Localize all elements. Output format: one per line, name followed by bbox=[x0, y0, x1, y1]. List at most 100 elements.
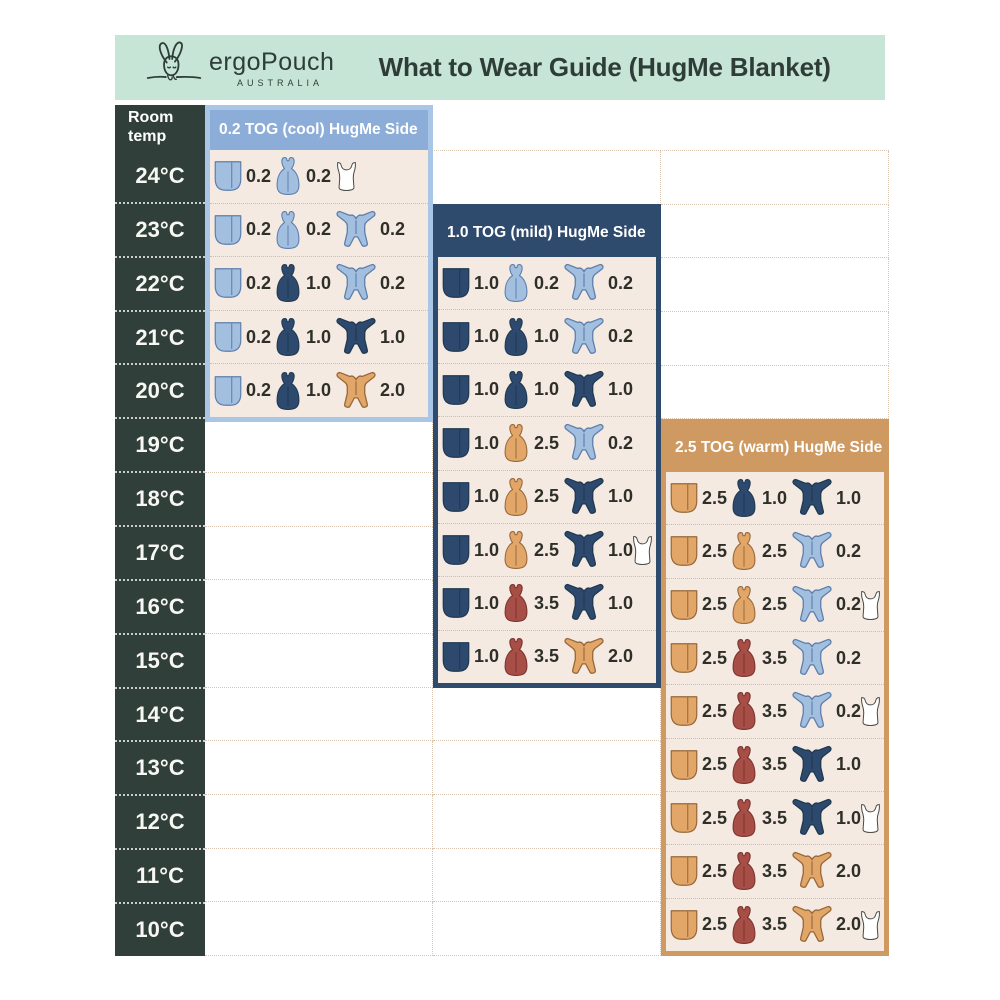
guide-row: 2.5 2.5 0.2 bbox=[666, 524, 884, 577]
tog-value: 0.2 bbox=[836, 700, 862, 721]
brand-text: ergoPouch AUSTRALIA bbox=[209, 48, 334, 88]
tog-value: 2.5 bbox=[702, 807, 728, 828]
blanket-item: 0.2 bbox=[213, 321, 273, 353]
tog-value: 2.5 bbox=[702, 487, 728, 508]
onesie-icon bbox=[564, 370, 604, 407]
grid-cell bbox=[205, 848, 433, 903]
tog-value: 1.0 bbox=[306, 272, 332, 293]
sleepbag-item: 3.5 bbox=[729, 847, 791, 895]
onesie-item: 1.0 bbox=[563, 582, 633, 624]
sleep-bag-icon bbox=[732, 799, 756, 838]
sleep-bag-icon bbox=[504, 477, 528, 516]
tog-value: 0.2 bbox=[534, 272, 560, 293]
temp-rows: 24°C 23°C 22°C 21°C 20°C 19°C 18°C 17°C 16°C 15°C… bbox=[115, 150, 205, 956]
sleepbag-item: 3.5 bbox=[729, 634, 791, 682]
sleepbag-item: 1.0 bbox=[273, 259, 335, 307]
temp-label: 16°C bbox=[115, 578, 205, 633]
tog-value: 1.0 bbox=[474, 486, 500, 507]
sleep-bag-icon bbox=[732, 639, 756, 678]
sleep-bag-icon bbox=[504, 317, 528, 356]
onesie-icon bbox=[564, 531, 604, 567]
singlet-icon bbox=[861, 910, 880, 940]
tog-value: 2.5 bbox=[702, 540, 728, 561]
singlet-icon bbox=[861, 697, 880, 727]
sleepbag-item: 1.0 bbox=[501, 366, 563, 414]
sleep-bag-icon bbox=[276, 210, 300, 249]
guide-row: 0.2 0.2 0.2 bbox=[210, 202, 428, 257]
tog-value: 1.0 bbox=[474, 272, 500, 293]
tog-value: 0.2 bbox=[246, 380, 272, 401]
sleep-bag-icon bbox=[276, 264, 300, 303]
bunny-logo-icon bbox=[146, 41, 202, 80]
grid-cell bbox=[433, 151, 661, 205]
brand-logo: ergoPouch AUSTRALIA bbox=[115, 40, 334, 96]
blanket-icon bbox=[670, 643, 698, 673]
sleepbag-item: 1.0 bbox=[729, 474, 791, 522]
tog-value: 0.2 bbox=[246, 326, 272, 347]
sleepbag-item: 3.5 bbox=[729, 901, 791, 949]
tog-value: 3.5 bbox=[762, 860, 788, 881]
sleep-bag-icon bbox=[504, 584, 528, 623]
grid-cell bbox=[661, 312, 889, 366]
onesie-icon bbox=[792, 639, 832, 676]
blanket-item: 1.0 bbox=[441, 641, 501, 673]
grid-cell bbox=[205, 419, 433, 473]
singlet-icon bbox=[861, 804, 880, 834]
grid-cell bbox=[433, 848, 661, 903]
temp-label: 22°C bbox=[115, 255, 205, 310]
blanket-icon bbox=[442, 268, 470, 299]
temp-label: 19°C bbox=[115, 417, 205, 471]
sleepbag-item: 3.5 bbox=[729, 687, 791, 735]
tog-value: 0.2 bbox=[836, 594, 862, 615]
tog-value: 2.5 bbox=[702, 860, 728, 881]
tog-value: 1.0 bbox=[474, 432, 500, 453]
blanket-item: 0.2 bbox=[213, 375, 273, 407]
guide-row: 0.2 1.0 2.0 bbox=[210, 363, 428, 417]
tog-value: 2.5 bbox=[702, 594, 728, 615]
onesie-icon bbox=[792, 585, 832, 622]
guide-row: 1.0 3.5 2.0 bbox=[438, 629, 656, 683]
sleep-bag-icon bbox=[732, 745, 756, 784]
onesie-icon bbox=[792, 479, 832, 516]
tog-value: 1.0 bbox=[306, 326, 332, 347]
blanket-icon bbox=[670, 909, 698, 940]
blanket-icon bbox=[670, 589, 698, 620]
sleepbag-item: 1.0 bbox=[273, 367, 335, 415]
singlet-icon bbox=[861, 590, 880, 620]
tog-value: 0.2 bbox=[836, 647, 862, 668]
sleep-bag-icon bbox=[504, 370, 528, 409]
tog-value: 1.0 bbox=[534, 326, 560, 347]
temp-label: 10°C bbox=[115, 902, 205, 956]
grid-cell bbox=[433, 795, 661, 849]
panel-title: 2.5 TOG (warm) HugMe Side bbox=[666, 424, 884, 472]
onesie-item: 1.0 bbox=[563, 369, 633, 411]
onesie-item: 2.0 bbox=[791, 850, 861, 892]
tog-value: 2.5 bbox=[534, 539, 560, 560]
blanket-icon bbox=[214, 268, 242, 299]
sleepbag-item: 2.5 bbox=[501, 526, 563, 574]
blanket-item: 0.2 bbox=[213, 160, 273, 192]
onesie-item: 0.2 bbox=[791, 690, 862, 732]
blanket-item: 1.0 bbox=[441, 321, 501, 353]
tog-value: 2.0 bbox=[608, 646, 634, 667]
tog-value: 1.0 bbox=[608, 486, 634, 507]
blanket-item: 2.5 bbox=[669, 909, 729, 941]
blanket-item: 2.5 bbox=[669, 589, 729, 621]
tog-value: 0.2 bbox=[380, 272, 406, 293]
panel-body: 0.2 0.2 0.2 0.2 0.2 0.2 1.0 0.2 0.2 1.0 1.0 0.2 1.0 2… bbox=[210, 150, 428, 417]
blanket-item: 2.5 bbox=[669, 802, 729, 834]
onesie-icon bbox=[792, 532, 832, 569]
sleepbag-item: 0.2 bbox=[273, 152, 335, 200]
blanket-item: 2.5 bbox=[669, 642, 729, 674]
guide-row: 1.0 2.5 1.0 bbox=[438, 469, 656, 523]
temp-label: 13°C bbox=[115, 740, 205, 794]
onesie-item: 2.0 bbox=[563, 636, 634, 678]
tog-value: 1.0 bbox=[474, 539, 500, 560]
page-title: What to Wear Guide (HugMe Blanket) bbox=[378, 52, 831, 82]
grid-cell bbox=[205, 634, 433, 688]
singlet-item bbox=[335, 157, 359, 195]
grid-cell bbox=[661, 204, 889, 259]
grid-cell bbox=[205, 687, 433, 742]
onesie-icon bbox=[792, 905, 832, 942]
